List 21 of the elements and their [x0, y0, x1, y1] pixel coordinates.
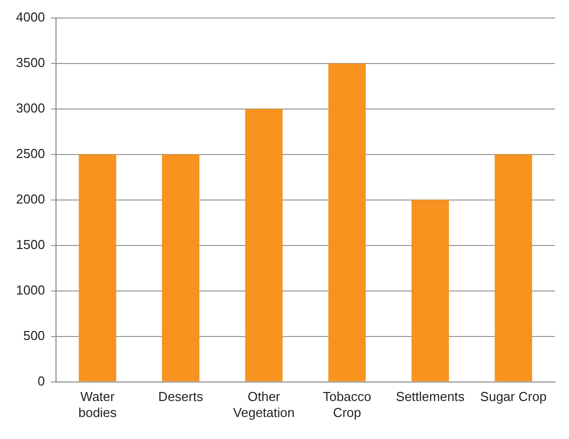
x-tick-label: Sugar Crop: [480, 389, 547, 404]
x-tick-label: Water bodies: [78, 389, 118, 420]
y-tick-label: 1500: [16, 236, 45, 252]
y-tick-label: 3000: [16, 100, 45, 116]
bar: [245, 108, 283, 382]
bar: [328, 63, 366, 382]
y-tick-label: 2500: [16, 146, 45, 162]
x-tick-label: Other Vegetation: [233, 389, 295, 420]
bar: [78, 154, 116, 382]
bar: [412, 200, 449, 382]
y-tick-label: 500: [23, 328, 45, 343]
y-tick-label: 1000: [16, 282, 45, 298]
bar: [494, 154, 532, 382]
y-tick-label: 3500: [16, 55, 45, 70]
y-tick-label: 4000: [16, 10, 45, 25]
x-tick-label: Deserts: [158, 389, 204, 404]
bar: [162, 154, 200, 382]
y-tick-label: 2000: [16, 191, 45, 206]
y-tick-label: 0: [38, 373, 45, 388]
x-tick-label: Tobacco Crop: [322, 389, 372, 420]
x-tick-label: Settlements: [396, 389, 466, 404]
